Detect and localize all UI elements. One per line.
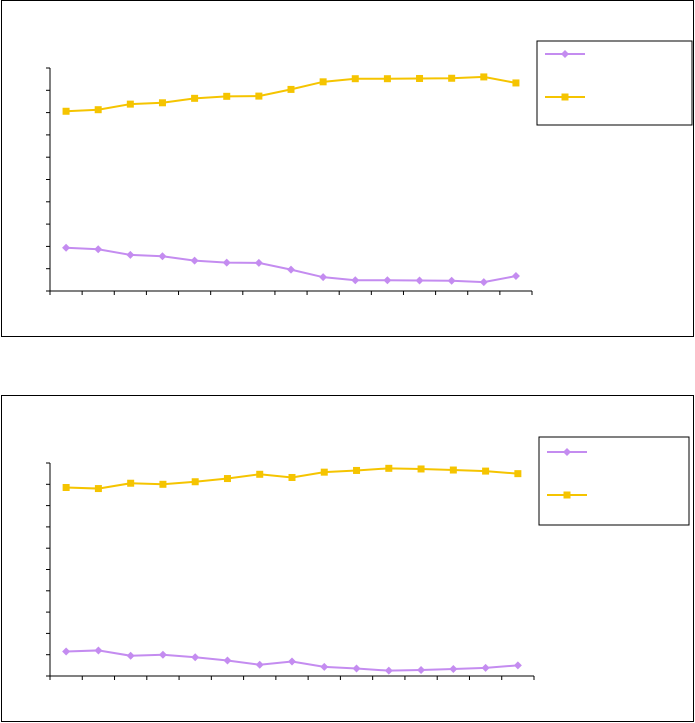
top-series-1-point: [126, 100, 134, 108]
top-series-0-point: [254, 258, 263, 267]
chart-top-plot: [46, 40, 693, 295]
bottom-series-1-point: [223, 475, 231, 483]
top-series-1-point: [255, 92, 263, 100]
bottom-series-0-point: [417, 666, 426, 675]
top-series-0-point: [190, 256, 199, 265]
top-series-1-point: [223, 92, 231, 100]
chart-bottom: [1, 395, 694, 722]
bottom-legend-marker-0: [563, 448, 571, 456]
bottom-series-1-point: [514, 470, 522, 478]
top-series-1-point: [287, 85, 295, 93]
top-series-1-point: [383, 75, 391, 83]
bottom-series-0-point: [352, 664, 361, 673]
chart-bottom-plot: [46, 436, 690, 680]
top-series-1-point: [319, 78, 327, 86]
top-legend-marker-0: [561, 50, 569, 58]
top-series-1-point: [416, 74, 424, 82]
top-series-0-line: [66, 246, 517, 284]
bottom-series-0-point: [255, 660, 264, 669]
top-series-0-point: [383, 276, 392, 285]
bottom-series-0-point: [223, 656, 232, 665]
bottom-series-0-point: [384, 666, 393, 675]
bottom-series-0-point: [449, 664, 458, 673]
top-series-0-point: [158, 252, 167, 261]
bottom-series-0-point: [158, 650, 167, 659]
top-series-0-point: [94, 245, 103, 254]
bottom-series-1-point: [385, 464, 393, 472]
top-series-1-point: [480, 73, 488, 81]
bottom-series-1-point: [449, 466, 457, 474]
top-series-0-point: [126, 250, 135, 259]
top-series-0-point: [222, 258, 231, 267]
top-series-1-point: [94, 106, 102, 114]
top-series-1-point: [191, 94, 199, 102]
bottom-series-1-point: [159, 480, 167, 488]
bottom-series-0-point: [481, 663, 490, 672]
top-series-1-point: [351, 75, 359, 83]
top-series-0-point: [479, 278, 488, 287]
bottom-series-1-point: [94, 485, 102, 493]
top-series-0-point: [62, 243, 71, 252]
top-series-0-point: [351, 276, 360, 285]
bottom-series-1-point: [256, 470, 264, 478]
bottom-series-1-point: [288, 473, 296, 481]
top-series-0-point: [319, 273, 328, 282]
bottom-series-1-point: [127, 479, 135, 487]
bottom-series-1-point: [482, 467, 490, 475]
bottom-legend: [538, 436, 690, 526]
bottom-series-0-point: [62, 647, 71, 656]
bottom-series-0-point: [513, 661, 522, 670]
bottom-series-0-point: [94, 646, 103, 655]
top-series-1-point: [62, 107, 70, 115]
bottom-series-0-point: [288, 657, 296, 666]
top-series-1-point: [158, 99, 166, 107]
top-series-0-point: [415, 276, 424, 285]
top-series-1-point: [512, 79, 520, 87]
top-series-0-point: [447, 276, 456, 285]
chart-top: [1, 0, 694, 337]
top-series-1-point: [448, 74, 456, 82]
bottom-series-0-point: [126, 651, 135, 660]
top-series-0-point: [511, 272, 520, 281]
bottom-series-1-point: [320, 468, 328, 476]
bottom-legend-marker-1: [563, 491, 571, 499]
bottom-series-1-point: [417, 465, 425, 473]
top-legend-marker-1: [561, 93, 569, 101]
bottom-series-1-point: [191, 478, 199, 486]
bottom-series-1-point: [353, 466, 361, 474]
top-series-0-point: [287, 265, 295, 274]
bottom-series-0-point: [191, 653, 200, 662]
bottom-series-1-point: [62, 483, 70, 491]
bottom-series-0-point: [320, 662, 329, 671]
